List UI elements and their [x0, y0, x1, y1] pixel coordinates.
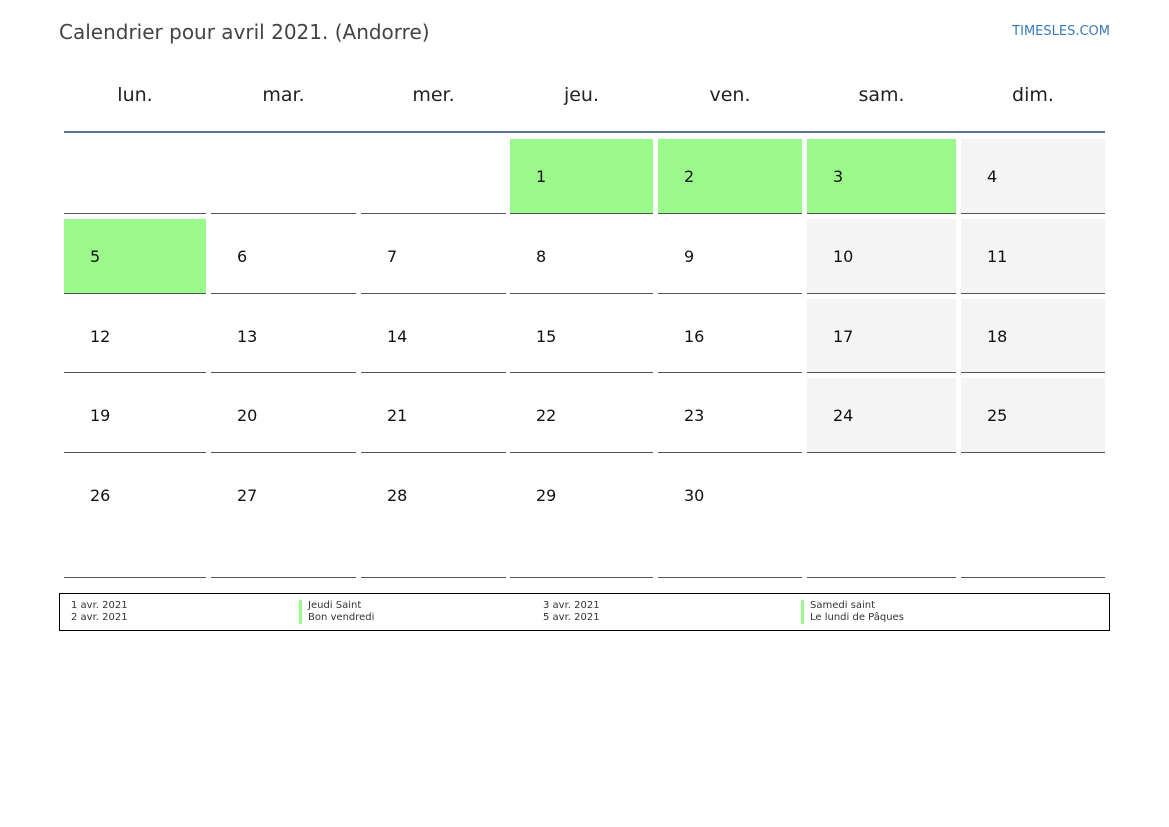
day-number: 15 [536, 327, 557, 346]
day-number: 17 [833, 327, 854, 346]
day-cell-7[interactable]: 7 [361, 219, 506, 294]
day-number: 26 [90, 486, 111, 505]
day-number: 22 [536, 406, 557, 425]
day-cell-14[interactable]: 14 [361, 299, 506, 373]
day-number: 1 [536, 167, 547, 186]
legend-date: 1 avr. 2021 [71, 600, 128, 611]
day-cell-2[interactable]: 2 [658, 139, 802, 214]
day-number: 13 [237, 327, 258, 346]
legend-holiday-name: Samedi saint [801, 600, 875, 612]
header-rule [64, 131, 1105, 133]
weekday-label: lun. [117, 84, 153, 106]
day-number: 8 [536, 247, 547, 266]
day-number: 11 [987, 247, 1008, 266]
day-cell-30[interactable]: 30 [658, 458, 802, 578]
holiday-legend: 1 avr. 2021 Jeudi Saint 2 avr. 2021 Bon ven… [59, 593, 1110, 631]
weekday-label: mar. [262, 84, 305, 106]
day-number: 9 [684, 247, 695, 266]
day-number: 28 [387, 486, 408, 505]
legend-holiday-name: Le lundi de Pâques [801, 612, 904, 624]
day-number: 7 [387, 247, 398, 266]
day-cell-22[interactable]: 22 [510, 378, 653, 453]
day-number: 30 [684, 486, 705, 505]
empty-day-cell [807, 458, 956, 578]
day-cell-18[interactable]: 18 [961, 299, 1105, 373]
day-number: 20 [237, 406, 258, 425]
day-number: 5 [90, 247, 101, 266]
day-cell-12[interactable]: 12 [64, 299, 206, 373]
day-cell-3[interactable]: 3 [807, 139, 956, 214]
legend-holiday-name: Jeudi Saint [299, 600, 361, 612]
day-cell-27[interactable]: 27 [211, 458, 356, 578]
legend-date: 5 avr. 2021 [543, 612, 600, 623]
day-cell-20[interactable]: 20 [211, 378, 356, 453]
day-cell-16[interactable]: 16 [658, 299, 802, 373]
weekday-label: mer. [412, 84, 455, 106]
empty-day-cell [64, 213, 206, 214]
day-number: 19 [90, 406, 111, 425]
day-cell-26[interactable]: 26 [64, 458, 206, 578]
day-cell-1[interactable]: 1 [510, 139, 653, 214]
day-number: 24 [833, 406, 854, 425]
site-link[interactable]: TIMESLES.COM [1012, 24, 1110, 39]
day-cell-19[interactable]: 19 [64, 378, 206, 453]
day-number: 27 [237, 486, 258, 505]
page-title: Calendrier pour avril 2021. (Andorre) [59, 20, 430, 44]
day-cell-15[interactable]: 15 [510, 299, 653, 373]
day-cell-23[interactable]: 23 [658, 378, 802, 453]
weekday-label: dim. [1012, 84, 1054, 106]
day-number: 25 [987, 406, 1008, 425]
day-cell-5[interactable]: 5 [64, 219, 206, 294]
empty-day-cell [211, 213, 356, 214]
weekday-label: ven. [709, 84, 751, 106]
empty-day-cell [361, 213, 506, 214]
empty-day-cell [961, 458, 1105, 578]
weekday-header: lun. mar. mer. jeu. ven. sam. dim. [64, 84, 1105, 114]
day-cell-13[interactable]: 13 [211, 299, 356, 373]
day-cell-28[interactable]: 28 [361, 458, 506, 578]
legend-date: 3 avr. 2021 [543, 600, 600, 611]
day-number: 16 [684, 327, 705, 346]
day-number: 14 [387, 327, 408, 346]
day-cell-17[interactable]: 17 [807, 299, 956, 373]
legend-holiday-name: Bon vendredi [299, 612, 374, 624]
day-cell-4[interactable]: 4 [961, 139, 1105, 214]
day-cell-24[interactable]: 24 [807, 378, 956, 453]
day-number: 10 [833, 247, 854, 266]
day-number: 29 [536, 486, 557, 505]
day-cell-11[interactable]: 11 [961, 219, 1105, 294]
day-cell-8[interactable]: 8 [510, 219, 653, 294]
day-cell-29[interactable]: 29 [510, 458, 653, 578]
day-cell-6[interactable]: 6 [211, 219, 356, 294]
day-number: 21 [387, 406, 408, 425]
day-number: 4 [987, 167, 998, 186]
day-number: 3 [833, 167, 844, 186]
day-cell-9[interactable]: 9 [658, 219, 802, 294]
day-cell-25[interactable]: 25 [961, 378, 1105, 453]
day-number: 12 [90, 327, 111, 346]
weekday-label: sam. [858, 84, 905, 106]
day-number: 23 [684, 406, 705, 425]
day-cell-21[interactable]: 21 [361, 378, 506, 453]
day-number: 18 [987, 327, 1008, 346]
legend-date: 2 avr. 2021 [71, 612, 128, 623]
weekday-label: jeu. [563, 84, 600, 106]
day-number: 2 [684, 167, 695, 186]
day-number: 6 [237, 247, 248, 266]
day-cell-10[interactable]: 10 [807, 219, 956, 294]
